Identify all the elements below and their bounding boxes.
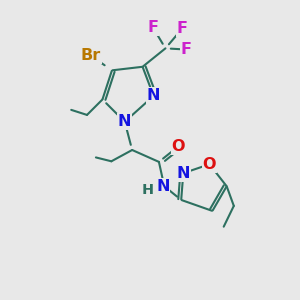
Text: O: O <box>203 157 216 172</box>
Text: F: F <box>148 20 158 35</box>
Text: Br: Br <box>80 48 101 63</box>
Text: N: N <box>156 179 169 194</box>
Text: F: F <box>181 42 192 57</box>
Text: N: N <box>176 166 190 181</box>
Text: H: H <box>142 183 154 197</box>
Text: F: F <box>177 21 188 36</box>
Text: N: N <box>147 88 160 104</box>
Text: O: O <box>172 139 185 154</box>
Text: N: N <box>118 114 131 129</box>
